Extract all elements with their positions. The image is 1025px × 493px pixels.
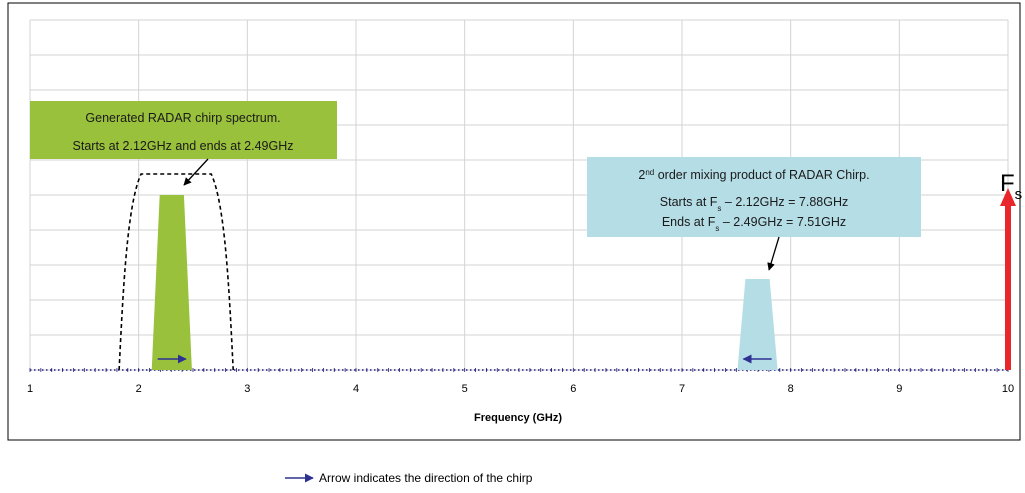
x-axis-ticks: 1 2 3 4 5 6 7 8 9 10 bbox=[27, 383, 1014, 395]
x-axis-label: Frequency (GHz) bbox=[474, 412, 562, 424]
chirp-spectrum-trapezoid bbox=[151, 195, 192, 370]
annotation-blue-line-1: 2nd order mixing product of RADAR Chirp. bbox=[638, 168, 869, 183]
annotation-generated-chirp: Generated RADAR chirp spectrum. Starts a… bbox=[30, 101, 337, 186]
x-tick-label: 6 bbox=[570, 383, 576, 395]
fs-label: Fs bbox=[1000, 170, 1022, 203]
annotation-box-green bbox=[30, 101, 337, 159]
legend: Arrow indicates the direction of the chi… bbox=[285, 471, 533, 485]
annotation-box-blue bbox=[587, 157, 921, 237]
fs-arrow-head bbox=[1000, 188, 1016, 206]
x-tick-label: 10 bbox=[1002, 383, 1014, 395]
x-tick-label: 4 bbox=[353, 383, 359, 395]
x-tick-label: 2 bbox=[136, 383, 142, 395]
fs-arrow-shaft bbox=[1005, 204, 1011, 370]
x-tick-label: 1 bbox=[27, 383, 33, 395]
x-tick-label: 7 bbox=[679, 383, 685, 395]
annotation-mixing-product: 2nd order mixing product of RADAR Chirp.… bbox=[587, 157, 921, 271]
x-tick-label: 5 bbox=[462, 383, 468, 395]
x-tick-label: 3 bbox=[244, 383, 250, 395]
annotation-green-pointer bbox=[183, 158, 209, 186]
annotation-blue-line-3: Ends at Fs – 2.49GHz = 7.51GHz bbox=[662, 215, 846, 233]
legend-text: Arrow indicates the direction of the chi… bbox=[319, 471, 533, 485]
annotation-green-line-2: Starts at 2.12GHz and ends at 2.49GHz bbox=[73, 139, 294, 153]
annotation-blue-pointer bbox=[767, 236, 780, 271]
mixing-product-trapezoid bbox=[737, 279, 778, 370]
x-tick-label: 9 bbox=[896, 383, 902, 395]
annotation-green-line-1: Generated RADAR chirp spectrum. bbox=[85, 111, 280, 125]
annotation-blue-line-2: Starts at Fs – 2.12GHz = 7.88GHz bbox=[660, 195, 848, 213]
x-tick-label: 8 bbox=[788, 383, 794, 395]
filter-outline bbox=[118, 173, 235, 371]
spectrum-marks bbox=[29, 173, 1016, 372]
